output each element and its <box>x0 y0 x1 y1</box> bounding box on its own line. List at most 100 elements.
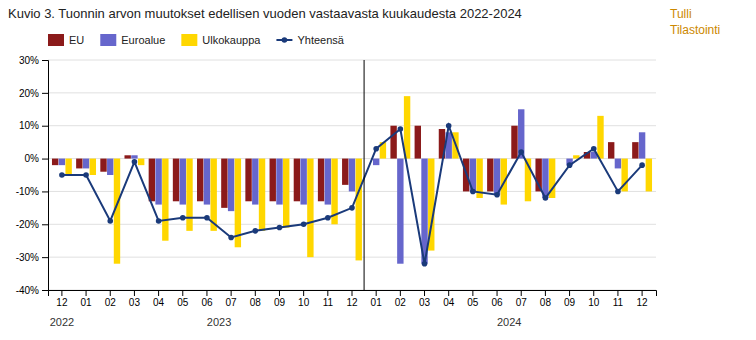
line <box>62 126 642 264</box>
tick-mark <box>61 290 62 296</box>
line-marker <box>228 235 234 241</box>
bar <box>397 159 403 264</box>
legend-swatch <box>181 34 197 46</box>
line-marker <box>204 215 210 221</box>
bar <box>646 159 652 192</box>
grid-line <box>48 257 656 258</box>
legend-item: EU <box>48 34 84 46</box>
bar <box>76 159 82 169</box>
tick-mark <box>279 290 280 296</box>
line-marker <box>422 261 428 267</box>
chart-root: -40%-30%-20%-10%0%10%20%30%1201020304050… <box>0 0 756 340</box>
grid-line <box>48 92 656 93</box>
legend-swatch <box>282 37 288 43</box>
line-marker <box>83 172 89 178</box>
tick-mark <box>593 290 594 296</box>
x-tick: 12 <box>346 290 358 308</box>
bar <box>138 159 144 166</box>
x-tick: 09 <box>274 290 286 308</box>
year-label: 2023 <box>207 316 231 328</box>
bar <box>390 126 396 159</box>
tick-mark <box>231 290 232 296</box>
tick-mark <box>545 290 546 296</box>
tick-label: 08 <box>250 297 262 308</box>
tick-label: 04 <box>443 297 455 308</box>
tick-mark <box>303 290 304 296</box>
legend-item: Ulkokauppa <box>181 34 261 46</box>
line-marker <box>591 146 597 152</box>
bar <box>100 159 106 172</box>
tick-label: 06 <box>491 297 503 308</box>
tick-mark <box>521 290 522 296</box>
line-marker <box>567 162 573 168</box>
y-axis: -40%-30%-20%-10%0%10%20%30% <box>16 55 49 296</box>
tick-mark <box>255 290 256 296</box>
separator-line <box>364 60 365 290</box>
axis-line <box>42 61 49 291</box>
x-tick: 08 <box>540 290 552 308</box>
x-tick: 05 <box>467 290 479 308</box>
line-marker <box>398 126 404 132</box>
bar <box>221 159 227 208</box>
tick-label: 01 <box>371 297 383 308</box>
x-tick: 02 <box>395 290 407 308</box>
annotations: 202220232024TulliTilastointi <box>50 7 721 328</box>
x-tick: 12 <box>56 290 68 308</box>
bar <box>415 126 421 159</box>
bar <box>349 159 355 192</box>
legend-label: EU <box>69 34 84 46</box>
bar <box>615 159 621 169</box>
legend-item: Euroalue <box>100 34 165 46</box>
tick-mark <box>86 290 87 296</box>
legend: EU Euroalue Ulkokauppa Yhteensä <box>48 34 345 46</box>
tick-mark <box>424 290 425 296</box>
tick-label: 03 <box>129 297 141 308</box>
legend-item: Yhteensä <box>276 34 344 46</box>
title: Kuvio 3. Tuonnin arvon muutokset edellis… <box>8 6 522 21</box>
x-tick: 09 <box>564 290 576 308</box>
line-marker <box>446 123 452 129</box>
bar <box>197 159 203 202</box>
bar <box>325 159 331 205</box>
x-tick: 03 <box>129 290 141 308</box>
tick-label: 12 <box>56 297 68 308</box>
bar <box>639 132 645 158</box>
tick-mark <box>42 159 48 160</box>
line-marker <box>59 172 65 178</box>
bar <box>560 158 566 159</box>
tick-mark <box>158 290 159 296</box>
tick-mark <box>448 290 449 296</box>
x-tick: 01 <box>81 290 93 308</box>
grid-line <box>48 125 656 126</box>
tick-mark <box>400 290 401 296</box>
bar <box>180 159 186 205</box>
x-tick: 02 <box>105 290 117 308</box>
x-tick: 12 <box>637 290 649 308</box>
tick-mark <box>352 290 353 296</box>
line-marker <box>325 215 331 221</box>
x-tick: 10 <box>588 290 600 308</box>
tick-label: 0% <box>25 153 40 164</box>
tick-mark <box>42 224 48 225</box>
bar <box>342 159 348 185</box>
bar <box>83 159 89 169</box>
tick-label: 11 <box>323 297 334 308</box>
tick-mark <box>206 290 207 296</box>
tick-label: 12 <box>637 297 649 308</box>
bar <box>245 159 251 202</box>
tick-label: 20% <box>19 88 39 99</box>
axis-line <box>49 291 657 297</box>
bar <box>90 159 96 175</box>
line-marker <box>373 146 379 152</box>
grid-line <box>48 60 656 61</box>
grid <box>48 60 656 290</box>
tick-mark <box>42 93 48 94</box>
tick-label: -30% <box>16 252 39 263</box>
year-label: 2022 <box>50 316 74 328</box>
x-tick: 05 <box>177 290 189 308</box>
tick-mark <box>42 290 48 291</box>
y-tick: -20% <box>16 219 48 230</box>
watermark: Tulli <box>670 7 692 21</box>
bar <box>124 155 130 158</box>
bar <box>204 159 210 205</box>
